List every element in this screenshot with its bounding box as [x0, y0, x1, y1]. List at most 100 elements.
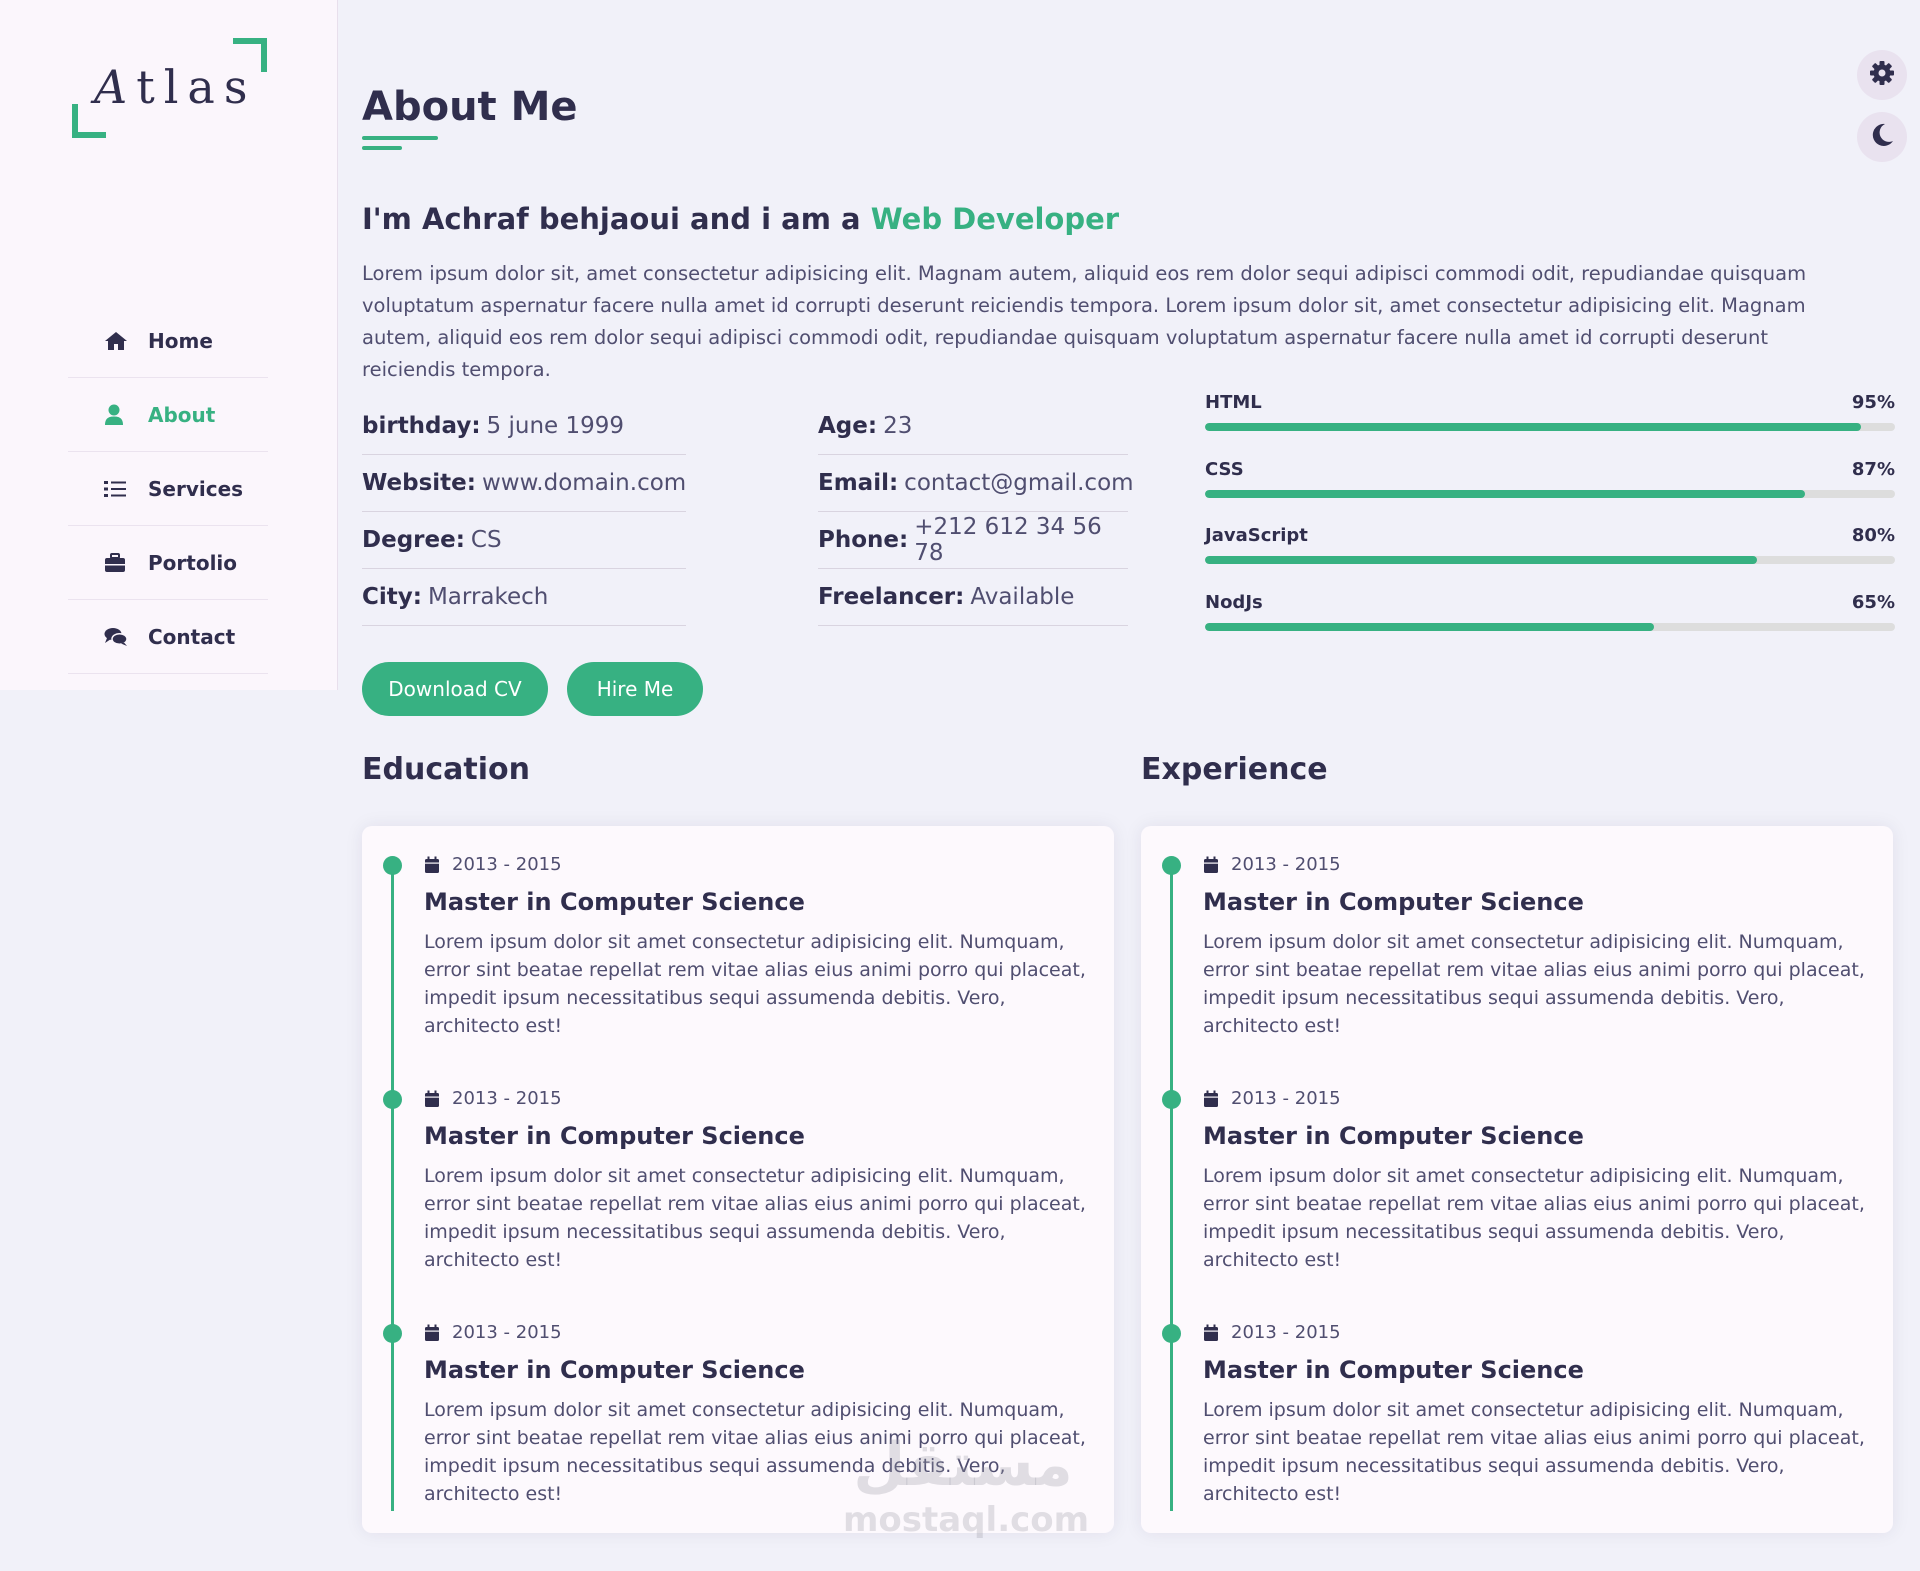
timeline-date: 2013 - 2015: [424, 854, 562, 875]
download-cv-button[interactable]: Download CV: [362, 662, 548, 716]
timeline-title: Master in Computer Science: [1203, 1356, 1584, 1384]
timeline-title: Master in Computer Science: [424, 1122, 805, 1150]
nav-item-portfolio[interactable]: Portolio: [68, 526, 268, 600]
skill-progress-fill: [1205, 423, 1861, 431]
timeline-text: Lorem ipsum dolor sit amet consectetur a…: [1203, 1399, 1865, 1505]
timeline-date: 2013 - 2015: [1203, 1322, 1341, 1343]
logo-corner-top-right: [233, 38, 267, 72]
timeline-dot: [1162, 1090, 1181, 1109]
experience-card: 2013 - 2015 Master in Computer Science L…: [1141, 826, 1893, 1533]
nav-item-home[interactable]: Home: [68, 304, 268, 378]
timeline-date-text: 2013 - 2015: [452, 854, 562, 875]
intro-prefix: I'm Achraf behjaoui and i am a: [362, 202, 871, 236]
info-row-birthday: birthday: 5 june 1999: [362, 398, 686, 455]
timeline-date-text: 2013 - 2015: [1231, 1322, 1341, 1343]
main-nav: Home About Services Portolio Contact: [68, 304, 268, 674]
info-label: Phone:: [818, 527, 909, 553]
timeline-date-text: 2013 - 2015: [452, 1088, 562, 1109]
info-value: CS: [470, 527, 502, 553]
info-row-city: City: Marrakech: [362, 569, 686, 626]
comments-icon: [104, 627, 138, 647]
briefcase-icon: [104, 552, 138, 573]
logo-text: Atlas: [94, 60, 256, 114]
timeline-date-text: 2013 - 2015: [452, 1322, 562, 1343]
skill-name: HTML: [1205, 392, 1262, 413]
skill-progress-track: [1205, 423, 1895, 431]
settings-button[interactable]: [1857, 50, 1907, 100]
timeline-text: Lorem ipsum dolor sit amet consectetur a…: [424, 1399, 1086, 1505]
watermark: مستقل mostaql.com: [843, 1430, 1090, 1540]
nav-item-contact[interactable]: Contact: [68, 600, 268, 674]
logo-corner-bottom-left: [72, 104, 106, 138]
info-row-phone: Phone: +212 612 34 56 78: [818, 512, 1128, 569]
timeline-dot: [383, 856, 402, 875]
watermark-latin: mostaql.com: [843, 1500, 1090, 1540]
info-row-degree: Degree: CS: [362, 512, 686, 569]
skill-css: CSS 87%: [1205, 459, 1895, 526]
skill-name: JavaScript: [1205, 525, 1308, 546]
nav-label-portfolio: Portolio: [148, 550, 238, 575]
personal-info-left: birthday: 5 june 1999 Website: www.domain.…: [362, 398, 686, 626]
skill-name: NodJs: [1205, 591, 1263, 613]
info-row-website: Website: www.domain.com: [362, 455, 686, 512]
skills-list: HTML 95% CSS 87% JavaScript 80% NodJs 65…: [1205, 392, 1895, 658]
info-row-freelancer: Freelancer: Available: [818, 569, 1128, 626]
skill-progress-fill: [1205, 489, 1806, 498]
info-row-age: Age: 23: [818, 398, 1128, 455]
timeline-date: 2013 - 2015: [1203, 854, 1341, 875]
nav-label-about: About: [148, 402, 216, 427]
skill-progress-track: [1205, 489, 1895, 498]
timeline-dot: [1162, 856, 1181, 875]
timeline-text: Lorem ipsum dolor sit amet consectetur a…: [1203, 1165, 1865, 1271]
education-card: 2013 - 2015 Master in Computer Science L…: [362, 826, 1114, 1533]
info-label: Age:: [818, 413, 878, 439]
info-label: Email:: [818, 470, 899, 496]
title-underline: [362, 136, 438, 140]
timeline-title: Master in Computer Science: [424, 1356, 805, 1384]
skill-javascript: JavaScript 80%: [1205, 525, 1895, 592]
timeline-date: 2013 - 2015: [1203, 1088, 1341, 1109]
timeline-date: 2013 - 2015: [424, 1322, 562, 1343]
timeline-text: Lorem ipsum dolor sit amet consectetur a…: [424, 1165, 1086, 1271]
skill-percent: 65%: [1851, 591, 1895, 613]
title-underline-short: [362, 146, 402, 150]
skill-progress-fill: [1205, 622, 1654, 631]
moon-icon: [1869, 122, 1895, 152]
timeline-dot: [383, 1324, 402, 1343]
info-label: birthday:: [362, 413, 481, 439]
gear-icon: [1869, 60, 1895, 90]
intro-heading: I'm Achraf behjaoui and i am a Web Devel…: [362, 202, 1119, 236]
timeline-dot: [383, 1090, 402, 1109]
logo-rest: tlas: [136, 60, 257, 114]
about-description: Lorem ipsum dolor sit, amet consectetur …: [362, 262, 1807, 381]
list-icon: [104, 480, 138, 498]
nav-item-services[interactable]: Services: [68, 452, 268, 526]
calendar-icon: [1203, 1324, 1219, 1342]
info-label: Website:: [362, 470, 476, 496]
info-value: Available: [970, 584, 1075, 610]
theme-toggle-button[interactable]: [1857, 112, 1907, 162]
logo[interactable]: Atlas: [72, 38, 267, 138]
page-title: About Me: [362, 84, 578, 130]
logo-first-letter: A: [94, 60, 137, 114]
timeline-line: [1170, 866, 1173, 1511]
nav-label-services: Services: [148, 476, 244, 501]
timeline-text: Lorem ipsum dolor sit amet consectetur a…: [424, 931, 1086, 1037]
skill-progress-track: [1205, 556, 1895, 564]
timeline-text: Lorem ipsum dolor sit amet consectetur a…: [1203, 931, 1865, 1037]
user-icon: [104, 404, 138, 426]
info-value: contact@gmail.com: [904, 470, 1134, 496]
info-value: +212 612 34 56 78: [914, 514, 1102, 566]
timeline-title: Master in Computer Science: [1203, 888, 1584, 916]
info-label: Freelancer:: [818, 584, 965, 610]
skill-percent: 95%: [1851, 392, 1895, 413]
nav-item-about[interactable]: About: [68, 378, 268, 452]
skill-percent: 87%: [1851, 458, 1895, 480]
info-value: www.domain.com: [481, 470, 687, 496]
skill-progress-fill: [1205, 556, 1757, 564]
hire-me-button[interactable]: Hire Me: [567, 662, 703, 716]
timeline-dot: [1162, 1324, 1181, 1343]
skill-nodejs: NodJs 65%: [1205, 592, 1895, 659]
info-label: Degree:: [362, 527, 465, 553]
skill-name: CSS: [1205, 458, 1244, 480]
